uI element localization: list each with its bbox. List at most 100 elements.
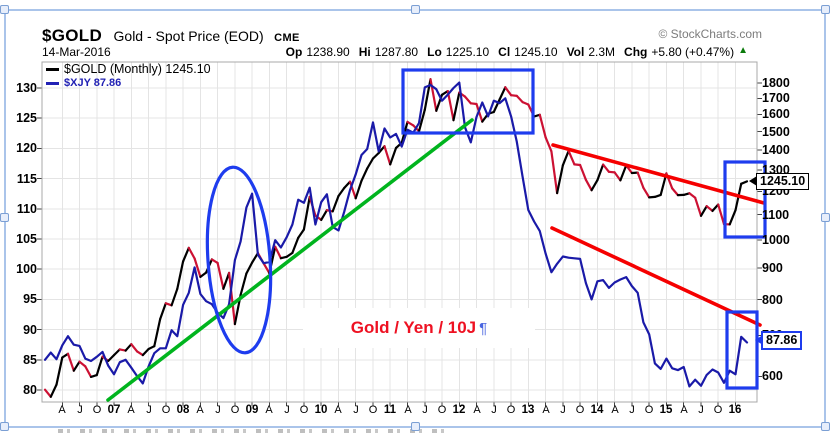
low-value: 1225.10 [445, 45, 490, 59]
x-tick-label: 13 [521, 404, 535, 416]
x-tick-label: O [437, 404, 447, 416]
volume-value: 2.3M [588, 45, 616, 59]
quote-row: 14-Mar-2016 Op 1238.90 Hi 1287.80 Lo 122… [42, 45, 748, 59]
change-label: Chg [624, 45, 648, 59]
y-tick-label-left: 105 [16, 232, 37, 246]
chart-title: $GOLD Gold - Spot Price (EOD) CME [42, 26, 300, 46]
x-tick-label: J [560, 404, 566, 416]
selection-handle-bottom-right[interactable] [821, 422, 830, 431]
y-tick-label-left: 85 [23, 353, 37, 367]
x-tick-label: 11 [383, 404, 397, 416]
chart-legend: $GOLD (Monthly) 1245.10 $XJY 87.86 [46, 62, 211, 90]
up-arrow-icon: ▲ [738, 45, 748, 56]
x-tick-label: 10 [314, 404, 328, 416]
selection-handle-top-left[interactable] [0, 5, 9, 14]
x-tick-label: 15 [659, 404, 673, 416]
y-tick-label-right: 1600 [762, 107, 790, 121]
x-tick-label: J [284, 404, 290, 416]
x-tick-label: J [146, 404, 152, 416]
selection-handle-bottom-mid[interactable] [411, 422, 420, 431]
copyright-label: © StockCharts.com [658, 27, 762, 41]
y-tick-label-left: 95 [23, 292, 37, 306]
selection-handle-left-mid[interactable] [0, 213, 9, 222]
x-tick-label: J [215, 404, 221, 416]
x-tick-label: A [127, 404, 135, 416]
y-tick-label-left: 100 [16, 262, 37, 276]
close-value: 1245.10 [514, 45, 558, 59]
change-value: +5.80 (+0.47%) [651, 45, 735, 59]
x-tick-label: 14 [590, 404, 604, 416]
callout-arrow-icon [749, 176, 757, 186]
y-tick-label-right: 1800 [762, 76, 790, 90]
y-tick-label-right: 1700 [762, 91, 790, 105]
x-tick-label: O [92, 404, 102, 416]
x-tick-label: A [473, 404, 481, 416]
instrument-name: Gold - Spot Price (EOD) [113, 28, 264, 44]
x-tick-label: O [506, 404, 516, 416]
legend-item-gold[interactable]: $GOLD (Monthly) 1245.10 [46, 62, 211, 76]
x-tick-label: A [542, 404, 550, 416]
x-tick-label: J [353, 404, 359, 416]
x-tick-label: O [368, 404, 378, 416]
xjy-legend-swatch [46, 81, 59, 85]
y-tick-label-left: 115 [16, 172, 37, 186]
gold-price-callout: 1245.10 [749, 173, 810, 190]
exchange-label: CME [274, 32, 300, 44]
gold-legend-swatch [46, 67, 59, 71]
x-tick-label: A [196, 404, 204, 416]
x-tick-label: J [422, 404, 428, 416]
selection-handle-right-mid[interactable] [821, 213, 830, 222]
pilcrow-mark: ¶ [479, 319, 488, 337]
selection-handle-top-mid[interactable] [411, 5, 420, 14]
x-tick-label: 12 [452, 404, 466, 416]
x-tick-label: A [265, 404, 273, 416]
gold-legend-label: $GOLD (Monthly) 1245.10 [64, 62, 211, 76]
selection-handle-top-right[interactable] [821, 5, 830, 14]
volume-label: Vol [566, 45, 585, 59]
x-tick-label: 08 [176, 404, 190, 416]
low-label: Lo [427, 45, 442, 59]
y-tick-label-left: 80 [23, 383, 37, 397]
y-tick-label-right: 1500 [762, 125, 790, 139]
close-label: Cl [498, 45, 511, 59]
selection-handle-bottom-left[interactable] [0, 422, 9, 431]
spacer [111, 45, 277, 59]
x-tick-label: A [404, 404, 412, 416]
high-value: 1287.80 [374, 45, 419, 59]
x-tick-label: O [230, 404, 240, 416]
x-tick-label: O [299, 404, 309, 416]
y-tick-label-right: 1100 [762, 208, 790, 222]
open-value: 1238.90 [306, 45, 350, 59]
x-tick-label: A [680, 404, 688, 416]
x-tick-label: O [644, 404, 654, 416]
y-tick-label-right: 1400 [762, 143, 790, 157]
xjy-legend-label: $XJY 87.86 [64, 77, 122, 89]
yen-price-callout: 87.86 [755, 331, 803, 350]
annotation-textbox[interactable]: Gold / Yen / 10J ¶ [303, 308, 535, 348]
y-tick-label-right: 600 [762, 369, 783, 383]
open-label: Op [285, 45, 303, 59]
y-tick-label-left: 125 [16, 111, 37, 125]
y-tick-label-left: 110 [16, 202, 37, 216]
x-tick-label: O [575, 404, 585, 416]
quote-date: 14-Mar-2016 [42, 45, 111, 59]
x-tick-label: 09 [245, 404, 259, 416]
x-tick-label: A [611, 404, 619, 416]
x-tick-label: 16 [728, 404, 742, 416]
legend-item-xjy[interactable]: $XJY 87.86 [46, 76, 211, 90]
cropped-text-remnant [58, 429, 450, 433]
gold-last-price: 1245.10 [760, 174, 806, 188]
x-tick-label: A [58, 404, 66, 416]
x-tick-label: J [629, 404, 635, 416]
x-tick-label: O [713, 404, 723, 416]
x-tick-label: O [161, 404, 171, 416]
x-tick-label: J [698, 404, 704, 416]
ticker-symbol: $GOLD [42, 26, 103, 45]
x-tick-label: 07 [107, 404, 121, 416]
y-tick-label-left: 120 [16, 141, 37, 155]
x-tick-label: J [491, 404, 497, 416]
callout-arrow-icon [755, 335, 763, 345]
x-tick-label: J [77, 404, 83, 416]
annotation-text: Gold / Yen / 10J [350, 318, 477, 337]
